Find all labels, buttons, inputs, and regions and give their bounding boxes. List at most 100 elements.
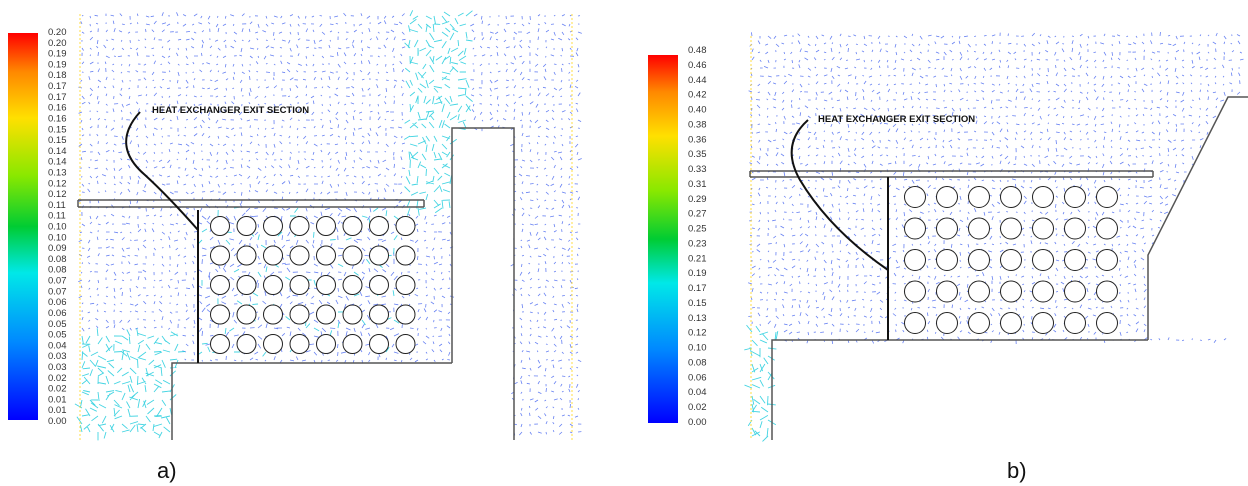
panel-a-colorbar-tick: 0.15 [48,124,67,135]
panel-a-colorbar-tick: 0.16 [48,113,67,124]
panel-b-tube [1032,312,1054,334]
panel-a-colorbar-tick: 0.01 [48,405,67,416]
panel-b-annotation-label: HEAT EXCHANGER EXIT SECTION [818,114,975,125]
panel-b-tube [1032,280,1054,303]
panel-a-annotation-label: HEAT EXCHANGER EXIT SECTION [152,105,309,116]
panel-b-colorbar-tick: 0.48 [688,45,707,56]
panel-b-colorbar-ticks: 0.48 0.46 0.44 0.42 0.40 0.38 0.36 0.35 0.33 0.31… [688,45,707,428]
panel-b-colorbar-tick: 0.06 [688,372,707,383]
panel-a-tube [316,275,336,295]
panel-b-tube [904,312,926,334]
panel-b-tube [1096,280,1118,303]
panel-a-colorbar-tick: 0.12 [48,189,67,200]
panel-b-colorbar-tick: 0.12 [688,328,707,339]
panel-b-annotation-leader [790,119,889,271]
panel-a-colorbar-tick: 0.06 [48,308,67,319]
panel-a-domain-edge [79,14,573,440]
panel-b-tube [936,217,958,240]
panel-a-tube [316,245,336,266]
panel-a-colorbar-tick: 0.19 [48,49,67,60]
panel-b-tube [1000,312,1022,334]
panel-a-colorbar-tick: 0.11 [48,211,66,222]
panel-a-tube-bundle [210,216,416,354]
panel-a-colorbar-tick: 0.13 [48,167,67,178]
panel-b-colorbar [648,55,678,423]
panel-a-tube [263,334,283,354]
panel-a-tube [342,216,363,236]
panel-b-geometry [749,96,1248,440]
panel-b-tube [1032,249,1054,271]
panel-a-tube [369,216,389,236]
panel-a-tube [369,275,389,295]
panel-a-colorbar-tick: 0.02 [48,384,67,395]
panel-a-tube [210,216,230,236]
panel-a-colorbar-tick: 0.19 [48,59,67,70]
panel-b-tube [904,249,926,271]
panel-b-caption: b) [1007,458,1027,483]
panel-b-vectors-fast [744,324,779,442]
panel-a-tube [263,304,283,325]
panel-b-tube [1096,312,1118,334]
panel-b-tube [1000,249,1022,271]
panel-b-tube [1064,217,1086,240]
panel-a-caption: a) [157,458,177,483]
panel-a-colorbar-tick: 0.16 [48,103,67,114]
panel-b-colorbar-tick: 0.10 [688,343,707,354]
panel-b-colorbar-tick: 0.13 [688,313,707,324]
panel-b-colorbar-tick: 0.25 [688,224,707,235]
panel-a-tube [289,304,310,325]
panel-a-colorbar-tick: 0.07 [48,276,67,287]
panel-b-colorbar-tick: 0.04 [688,387,707,398]
panel-a-colorbar-tick: 0.07 [48,286,67,297]
panel-b-tube [1032,217,1054,240]
panel-b-vectors-slow [747,31,1244,345]
panel-b-colorbar-tick: 0.00 [688,417,707,428]
panel-a-colorbar-tick: 0.01 [48,394,67,405]
panel-a-colorbar-tick: 0.20 [48,38,67,49]
panel-a-colorbar-tick: 0.02 [48,373,67,384]
panel-a-tube [369,245,389,266]
panel-a-colorbar-tick: 0.18 [48,70,67,81]
panel-a-colorbar-tick: 0.11 [48,200,66,211]
panel-b-tube [1064,186,1086,208]
panel-a-colorbar-tick: 0.03 [48,362,67,373]
panel-a-colorbar-tick: 0.14 [48,146,67,157]
panel-a-tube [236,216,257,236]
panel-b-tube [936,186,958,208]
panel-a-colorbar-tick: 0.00 [48,416,67,427]
panel-a-tube [342,304,363,325]
panel-a-tube [395,245,416,266]
panel-b-colorbar-tick: 0.08 [688,357,707,368]
panel-a-tube [369,304,389,325]
panel-a-colorbar-tick: 0.15 [48,135,67,146]
panel-b-colorbar-tick: 0.29 [688,194,707,205]
panel-a-tube [210,334,230,354]
panel-a-tube [395,304,416,325]
panel-a-tube [263,275,283,295]
panel-a-tube [263,245,283,266]
panel-b-colorbar-tick: 0.42 [688,90,707,101]
panel-a-tube [210,275,230,295]
panel-b-tube [1096,186,1118,208]
panel-b-tube [968,280,990,303]
panel-b-tube [1064,312,1086,334]
panel-a-tube [236,275,257,295]
panel-a-tube [316,304,336,325]
panel-a-colorbar-tick: 0.04 [48,340,67,351]
panel-b-colorbar-tick: 0.23 [688,238,707,249]
panel-b-colorbar-tick: 0.19 [688,268,707,279]
panel-a-colorbar-tick: 0.12 [48,178,67,189]
panel-b-tube [1000,280,1022,303]
panel-a-colorbar-tick: 0.20 [48,27,67,38]
panel-a-tube [210,245,230,266]
panel-a-tube [342,334,363,354]
panel-a-colorbar-tick: 0.06 [48,297,67,308]
panel-b-tube [1000,217,1022,240]
panel-a-colorbar-ticks: 0.200.200.190.190.180.170.170.160.160.15… [48,27,67,427]
panel-a-colorbar-tick: 0.09 [48,243,67,254]
panel-b-tube [968,186,990,208]
panel-a-tube [395,275,416,295]
panel-b-colorbar-tick: 0.35 [688,149,707,160]
panel-a-tube [395,216,416,236]
panel-b-tube [1000,186,1022,208]
